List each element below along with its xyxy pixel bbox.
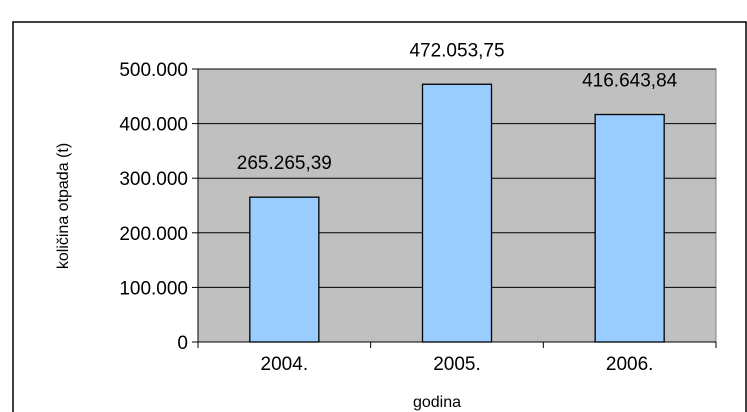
y-tick-label: 0 <box>177 333 188 354</box>
y-axis-title: količina otpada (t) <box>55 143 72 269</box>
data-label: 416.643,84 <box>582 71 678 92</box>
data-label: 265.265,39 <box>237 153 332 174</box>
bar-2006 <box>594 113 665 343</box>
x-axis-ticks: 2004. 2005. 2006. <box>197 341 717 375</box>
x-tick-label: 2004. <box>261 354 309 375</box>
x-axis-title: godina <box>413 394 461 411</box>
x-tick-label: 2006. <box>606 354 654 375</box>
bar-2004 <box>249 196 320 343</box>
y-tick-label: 200.000 <box>119 224 188 245</box>
data-label: 472.053,75 <box>409 40 504 61</box>
y-tick-label: 300.000 <box>119 169 188 190</box>
data-labels: 265.265,39 472.053,75 416.643,84 <box>237 40 678 174</box>
y-tick-label: 100.000 <box>119 278 188 299</box>
y-axis-ticks: 0 100.000 200.000 300.000 400.000 500.000 <box>119 60 199 354</box>
y-tick-label: 400.000 <box>119 115 188 136</box>
y-tick-label: 500.000 <box>119 60 188 81</box>
bar-2005 <box>421 83 493 343</box>
x-tick-label: 2005. <box>433 354 481 375</box>
